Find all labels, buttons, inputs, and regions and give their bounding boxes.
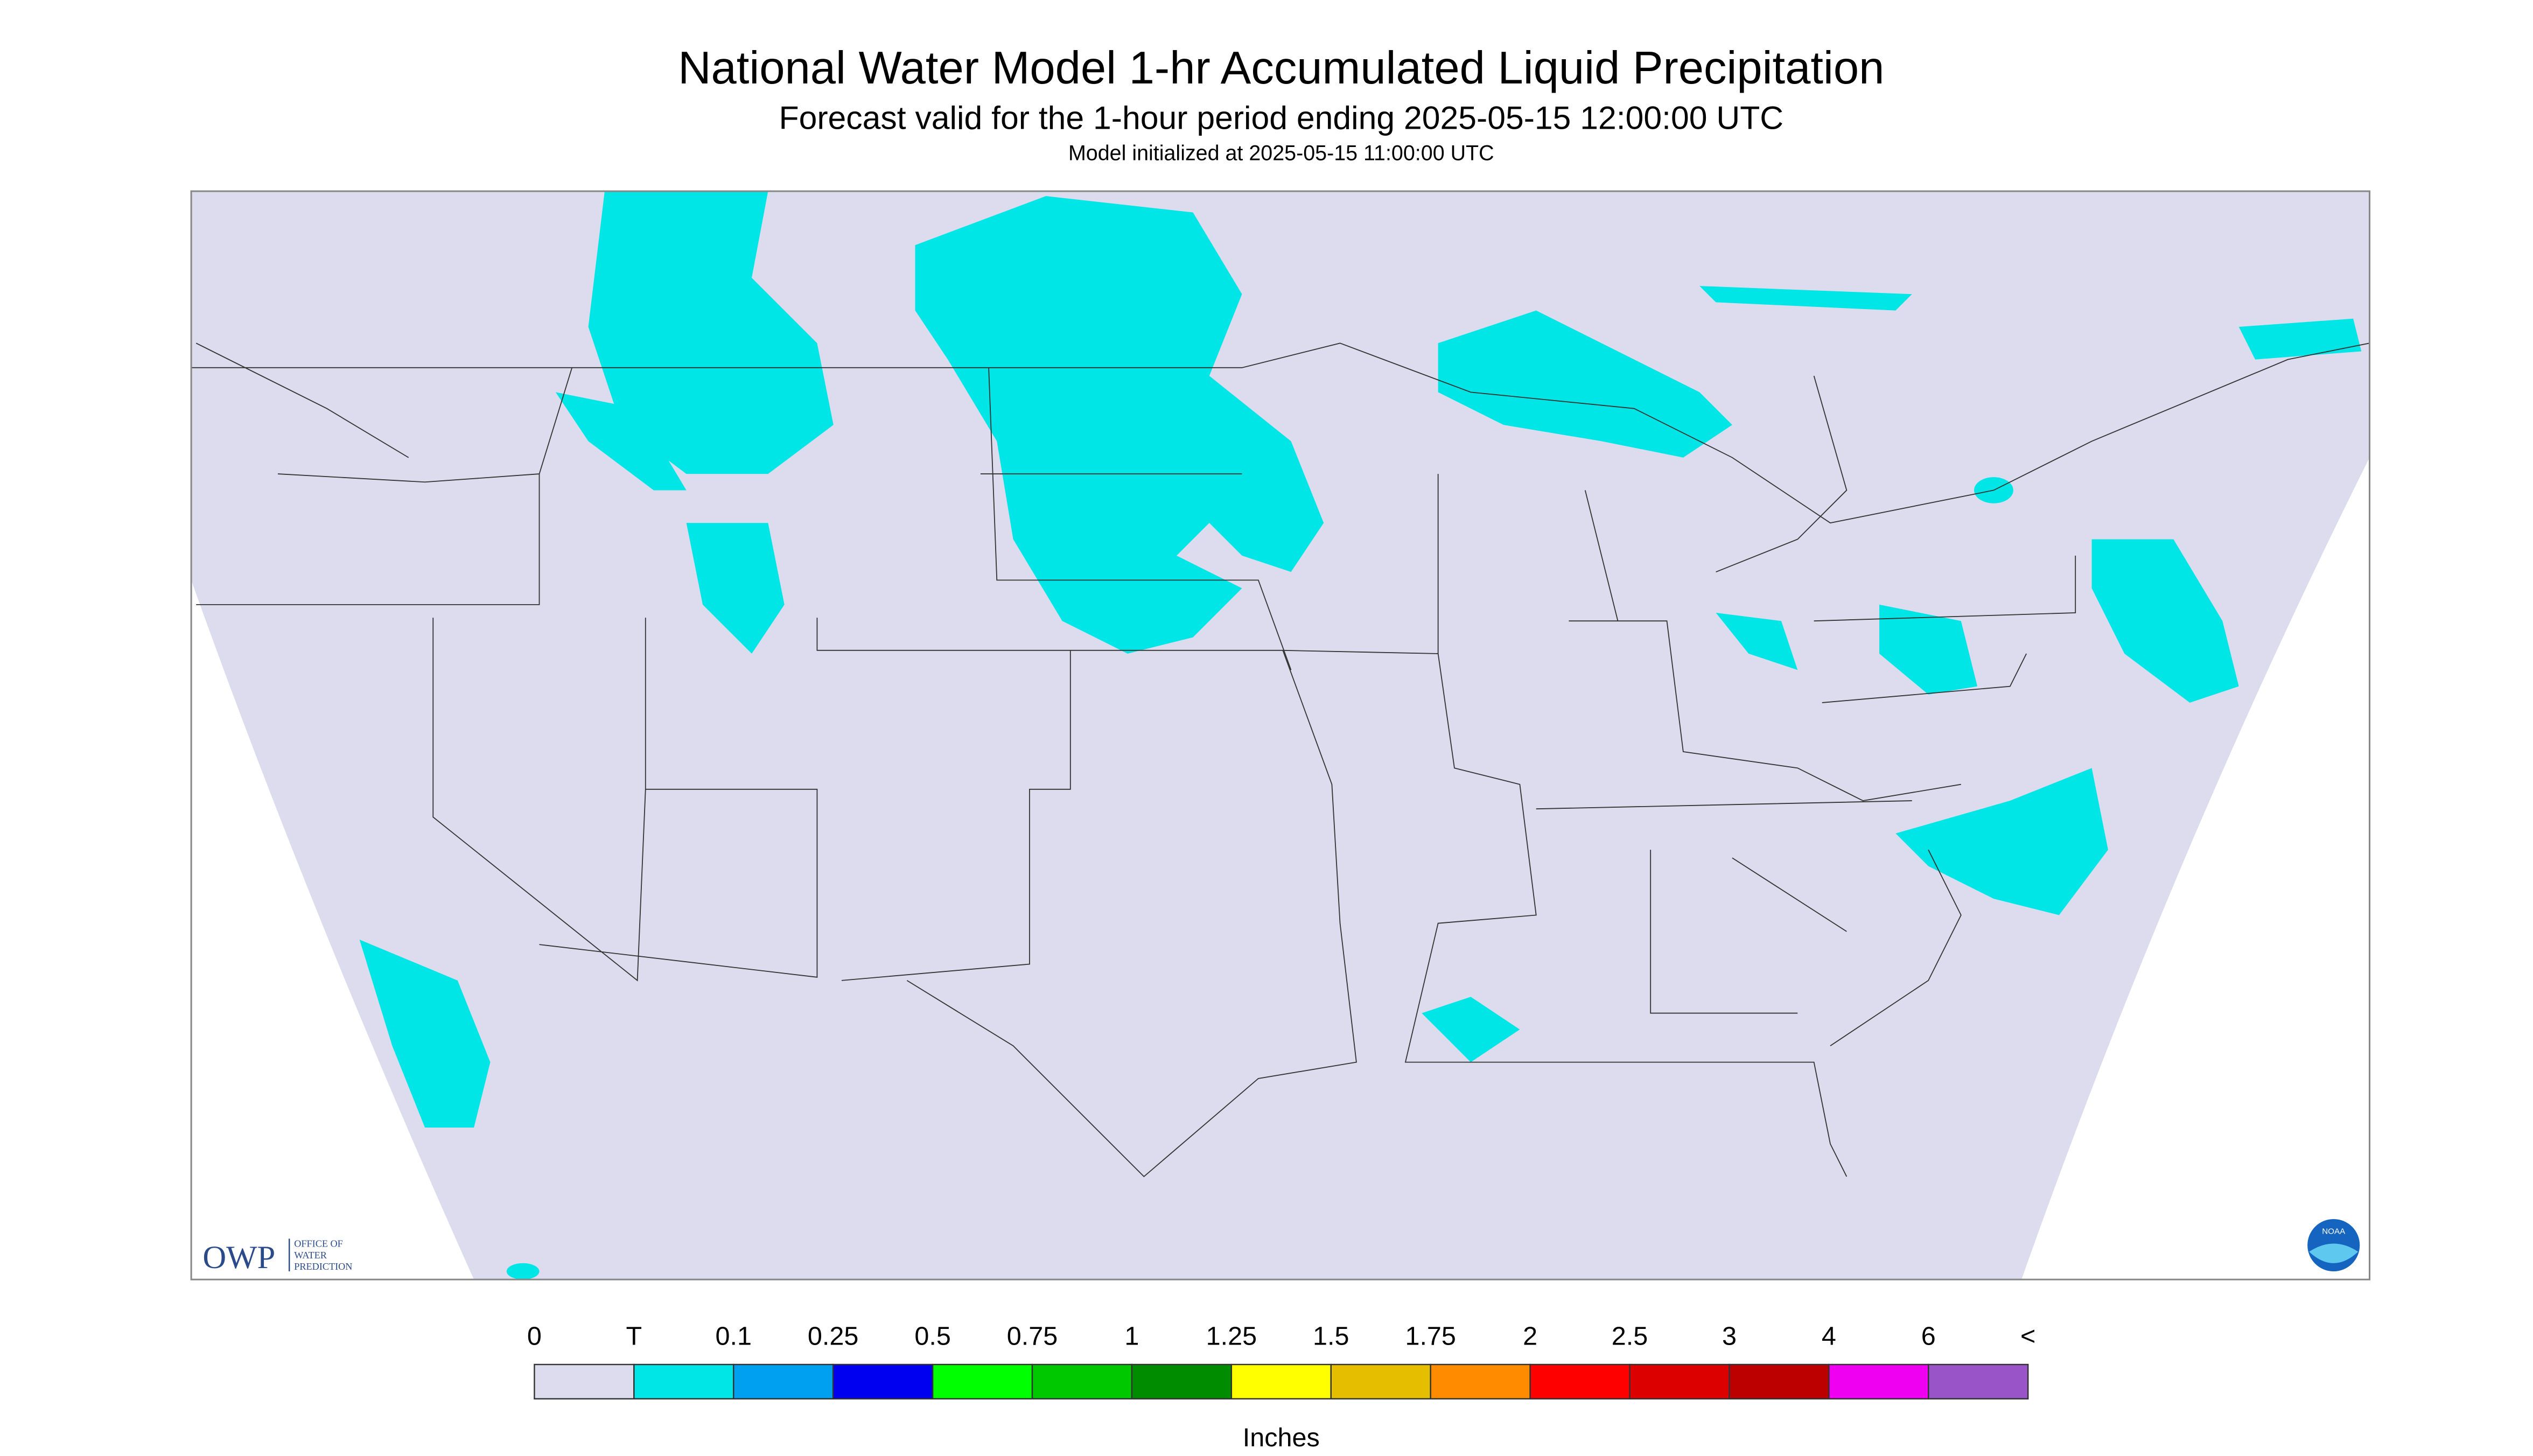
init-note: Model initialized at 2025-05-15 11:00:00… xyxy=(1068,141,1494,165)
legend-label: 1.5 xyxy=(1313,1322,1349,1351)
legend-swatch xyxy=(1629,1363,1730,1399)
legend-swatch xyxy=(633,1363,734,1399)
precip-areas xyxy=(359,191,2362,1280)
legend-label: 1 xyxy=(1124,1322,1139,1351)
logo-name: OWP xyxy=(202,1240,275,1276)
legend-swatch xyxy=(1828,1363,1929,1399)
legend-label: 0.25 xyxy=(808,1322,859,1351)
legend-swatch xyxy=(1230,1363,1332,1399)
legend-label: 1.75 xyxy=(1405,1322,1456,1351)
legend-label: 0.5 xyxy=(914,1322,951,1351)
subtitle: Forecast valid for the 1-hour period end… xyxy=(779,100,1784,136)
legend-label: 0 xyxy=(527,1322,542,1351)
legend-label: 1.25 xyxy=(1206,1322,1257,1351)
legend-label: 0.1 xyxy=(716,1322,752,1351)
legend-unit: Inches xyxy=(1243,1423,1320,1452)
legend-label: 2.5 xyxy=(1612,1322,1648,1351)
legend-swatch xyxy=(1031,1363,1133,1399)
logo-text: PREDICTION xyxy=(294,1261,352,1272)
legend-label: 2 xyxy=(1523,1322,1537,1351)
legend-label: < xyxy=(2020,1322,2035,1351)
model-domain xyxy=(191,191,2370,1280)
legend-swatch xyxy=(1529,1363,1631,1399)
map-frame xyxy=(190,190,2371,1280)
legend-label: 6 xyxy=(1921,1322,1936,1351)
logo-text: OFFICE OF xyxy=(294,1238,342,1249)
legend-label: T xyxy=(626,1322,642,1351)
legend: 0 T 0.1 0.25 0.5 0.75 1 1.25 1.5 1.75 2 2.5 3 4 6 < xyxy=(527,1322,2035,1399)
legend-swatch xyxy=(1131,1363,1233,1399)
title: National Water Model 1-hr Accumulated Li… xyxy=(678,43,1884,94)
legend-label: 0.75 xyxy=(1007,1322,1058,1351)
legend-swatch xyxy=(1928,1363,2029,1399)
legend-label: 3 xyxy=(1722,1322,1737,1351)
legend-label: 4 xyxy=(1822,1322,1836,1351)
logo-text: WATER xyxy=(294,1250,327,1261)
legend-swatch xyxy=(1729,1363,1830,1399)
legend-swatch xyxy=(932,1363,1033,1399)
legend-swatch xyxy=(534,1363,635,1399)
legend-swatch xyxy=(832,1363,934,1399)
legend-swatch xyxy=(733,1363,834,1399)
boundaries xyxy=(191,342,2370,1178)
legend-swatch xyxy=(1330,1363,1431,1399)
legend-swatch xyxy=(1430,1363,1531,1399)
agency-name: NOAA xyxy=(2322,1227,2346,1236)
map: OWP OFFICE OF WATER PREDICTION NOAA xyxy=(190,190,2371,1280)
